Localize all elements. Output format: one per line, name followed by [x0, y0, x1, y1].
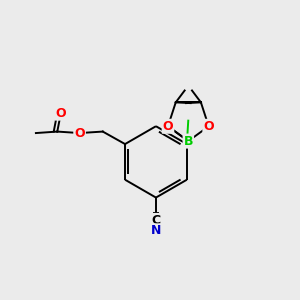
Text: O: O: [203, 120, 214, 133]
Text: O: O: [74, 127, 85, 140]
Text: C: C: [152, 214, 160, 227]
Text: O: O: [163, 120, 173, 133]
Text: O: O: [56, 106, 66, 120]
Text: N: N: [151, 224, 161, 237]
Text: B: B: [184, 135, 193, 148]
